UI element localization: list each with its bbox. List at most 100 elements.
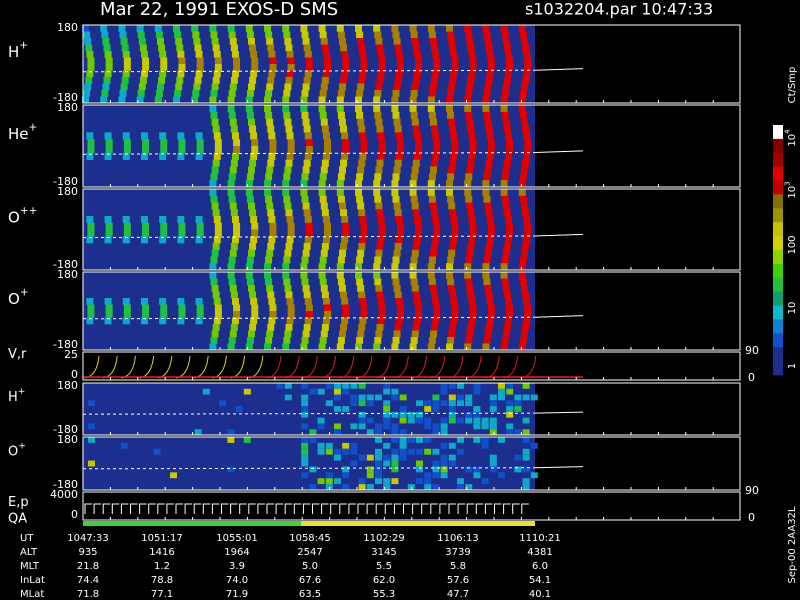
spectrogram-cell bbox=[302, 202, 310, 210]
spectrogram-cell bbox=[212, 243, 220, 251]
spectrogram-cell bbox=[324, 304, 332, 312]
spectrogram-cell bbox=[524, 64, 532, 71]
spectrogram-cell bbox=[429, 285, 437, 292]
colorbar-tick-label-base: 10 bbox=[787, 134, 798, 147]
spectrogram-cell bbox=[104, 51, 112, 58]
spectrogram-cell bbox=[440, 400, 448, 407]
spectrogram-cell bbox=[466, 202, 474, 210]
panel-label-base: E,p bbox=[8, 495, 29, 510]
spectrogram-cell bbox=[358, 478, 366, 485]
spectrogram-cell bbox=[104, 317, 112, 325]
spectrogram-cell bbox=[337, 256, 345, 264]
spectrogram-cell bbox=[399, 406, 407, 412]
spectrogram-cell bbox=[286, 216, 294, 224]
spectrogram-cell bbox=[84, 38, 92, 45]
spectrogram-cell bbox=[123, 304, 131, 312]
spectrogram-cell bbox=[322, 298, 330, 305]
spectrogram-cell bbox=[391, 478, 399, 485]
spectrogram-cell bbox=[391, 429, 399, 435]
spectrogram-cell bbox=[498, 388, 505, 395]
spectrogram-cell bbox=[396, 139, 404, 147]
spectrogram-cell bbox=[318, 25, 326, 32]
spectrogram-cell bbox=[465, 111, 473, 119]
spectrogram-cell bbox=[483, 195, 491, 203]
spectrogram-cell bbox=[87, 146, 95, 154]
spectrogram-cell bbox=[194, 77, 202, 84]
spectrogram-cell bbox=[210, 31, 218, 39]
spectrogram-cell bbox=[484, 249, 492, 257]
spectrogram-cell bbox=[266, 38, 274, 45]
spectrogram-cell bbox=[247, 249, 255, 257]
spectrogram-cell bbox=[409, 343, 417, 351]
spectrogram-cell bbox=[485, 159, 493, 167]
spectrogram-cell bbox=[448, 394, 456, 401]
spectrogram-cell bbox=[376, 324, 384, 331]
spectrogram-cell bbox=[320, 118, 328, 126]
spectrogram-cell bbox=[228, 278, 236, 286]
spectrogram-cell bbox=[88, 423, 95, 430]
spectrogram-cell bbox=[265, 195, 273, 203]
spectrogram-cell bbox=[433, 64, 441, 71]
spectrogram-cell bbox=[469, 229, 477, 237]
spectrogram-cell bbox=[393, 330, 401, 338]
spectrogram-cell bbox=[396, 57, 404, 65]
spectrogram-cell bbox=[195, 51, 203, 58]
spectrogram-cell bbox=[449, 77, 457, 84]
spectrogram-cell bbox=[121, 77, 129, 84]
spectrogram-cell bbox=[383, 383, 391, 389]
spectrogram-cell bbox=[473, 423, 481, 430]
spectrogram-cell bbox=[357, 118, 365, 126]
spectrogram-cell bbox=[355, 25, 362, 32]
spectrogram-cell bbox=[324, 229, 332, 237]
spectrogram-cell bbox=[211, 285, 219, 292]
spectrogram-cell bbox=[377, 132, 385, 140]
spectrogram-cell bbox=[413, 51, 421, 58]
y-tick-label: 180 bbox=[57, 185, 78, 198]
spectrogram-cell bbox=[500, 105, 508, 113]
spectrogram-cell bbox=[195, 152, 203, 160]
spectrogram-cell bbox=[450, 216, 458, 224]
spectrogram-cell bbox=[468, 298, 476, 305]
spectrogram-cell bbox=[375, 166, 383, 174]
y-tick-label: -180 bbox=[53, 478, 78, 491]
ephemeris-value: 67.6 bbox=[299, 575, 321, 586]
spectrogram-cell bbox=[340, 324, 348, 331]
spectrogram-cell bbox=[319, 195, 327, 203]
spectrogram-cell bbox=[140, 152, 148, 160]
spectrogram-cell bbox=[228, 195, 236, 203]
spectrogram-cell bbox=[457, 437, 464, 443]
spectrogram-cell bbox=[428, 195, 436, 203]
spectrogram-cell bbox=[377, 298, 385, 305]
spectrogram-cell bbox=[247, 118, 255, 126]
spectrogram-cell bbox=[342, 304, 350, 312]
spectrogram-cell bbox=[267, 243, 275, 251]
spectrogram-cell bbox=[393, 202, 401, 210]
spectrogram-cell bbox=[399, 442, 407, 449]
spectrogram-cell bbox=[432, 152, 440, 160]
colorbar-cell bbox=[773, 305, 783, 320]
spectrogram-cell bbox=[530, 472, 538, 479]
spectrogram-cell bbox=[194, 429, 202, 435]
spectrogram-cell bbox=[177, 132, 185, 140]
spectrogram-cell bbox=[383, 460, 391, 467]
panel-label-base: H bbox=[8, 390, 18, 405]
spectrogram-cell bbox=[467, 125, 475, 133]
spectrogram-cell bbox=[209, 189, 217, 197]
spectrogram-cell bbox=[266, 249, 274, 257]
spectrogram-cell bbox=[317, 423, 325, 430]
spectrogram-cell bbox=[305, 139, 313, 147]
spectrogram-cell bbox=[451, 146, 459, 154]
spectrogram-cell bbox=[375, 285, 383, 292]
spectrogram-cell bbox=[374, 256, 382, 264]
spectrogram-cell bbox=[229, 166, 237, 174]
spectrogram-cell bbox=[433, 222, 441, 230]
spectrogram-cell bbox=[428, 111, 436, 119]
spectrogram-cell bbox=[396, 222, 404, 230]
spectrogram-cell bbox=[246, 278, 254, 286]
spectrogram-cell bbox=[482, 343, 490, 351]
spectrogram-cell bbox=[250, 298, 258, 305]
spectrogram-cell bbox=[399, 429, 407, 435]
spectrogram-cell bbox=[300, 25, 308, 32]
ephemeris-value: 1110:21 bbox=[519, 533, 561, 544]
spectrogram-cell bbox=[484, 83, 492, 91]
